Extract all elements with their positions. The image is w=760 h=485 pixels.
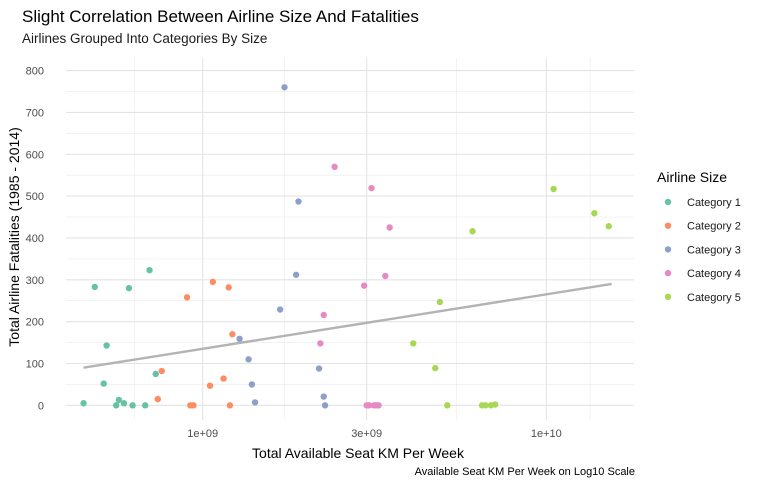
data-point [591, 210, 598, 217]
data-point [436, 298, 444, 306]
y-tick-label: 300 [26, 275, 44, 287]
data-point [154, 395, 161, 403]
data-point [550, 185, 557, 193]
data-point [129, 402, 136, 409]
legend-key [664, 198, 672, 206]
x-tick-label: 1e+09 [187, 428, 218, 440]
data-point [80, 400, 87, 407]
y-tick-label: 800 [26, 66, 44, 78]
data-point [469, 228, 476, 235]
axis-ticks: 0 100 200 300 400 500 600 700 800 1e+09 3e+09 1e+10 [26, 66, 562, 440]
data-point [248, 381, 256, 388]
data-point [432, 364, 439, 372]
data-point [375, 402, 382, 409]
y-tick-label: 100 [26, 359, 44, 371]
data-point [365, 402, 373, 409]
data-point [226, 402, 234, 409]
data-point [315, 365, 323, 372]
legend-label: Category 4 [687, 268, 741, 280]
y-tick-label: 700 [26, 107, 44, 119]
data-point [225, 284, 232, 291]
data-point [152, 370, 159, 378]
legend-key [664, 246, 672, 253]
legend-key [664, 269, 672, 277]
data-point [245, 356, 252, 363]
x-axis-title: Total Available Seat KM Per Week [252, 445, 465, 461]
data-point [183, 294, 191, 301]
data-point [410, 340, 417, 347]
data-point [141, 402, 149, 409]
data-point [220, 375, 227, 382]
data-point [276, 306, 284, 313]
data-point [317, 340, 324, 347]
data-point [482, 402, 489, 409]
data-point [190, 402, 197, 409]
data-point [382, 272, 389, 280]
data-point [251, 399, 259, 406]
data-point [292, 271, 300, 278]
data-point [229, 331, 236, 338]
y-axis-title: Total Airline Fatalities (1985 - 2014) [6, 127, 22, 346]
y-tick-label: 400 [26, 233, 44, 245]
data-point [158, 367, 165, 375]
data-point [103, 342, 110, 349]
data-point [115, 396, 123, 404]
trend-line [83, 282, 612, 369]
y-tick-label: 500 [26, 191, 44, 203]
chart-title: Slight Correlation Between Airline Size … [22, 7, 419, 26]
legend-label: Category 1 [687, 197, 741, 209]
chart-caption: Available Seat KM Per Week on Log10 Scal… [415, 466, 635, 478]
y-tick-label: 0 [38, 400, 44, 412]
x-tick-label: 3e+09 [351, 428, 382, 440]
legend-label: Category 5 [687, 292, 741, 304]
data-point [120, 400, 128, 407]
data-point [491, 401, 499, 408]
data-point [295, 198, 302, 205]
data-points [80, 84, 612, 409]
chart-subtitle: Airlines Grouped Into Categories By Size [22, 31, 267, 46]
data-point [113, 402, 120, 409]
data-point [605, 223, 612, 230]
data-point [386, 224, 393, 231]
legend-label: Category 2 [687, 221, 741, 233]
data-point [320, 311, 327, 319]
grid-lines [66, 58, 634, 420]
data-point [209, 278, 217, 286]
data-point [331, 163, 338, 171]
data-point [320, 393, 327, 400]
data-point [146, 266, 153, 274]
data-point [444, 402, 451, 409]
data-point [100, 380, 107, 387]
legend-key [664, 293, 672, 300]
data-point [281, 84, 288, 91]
data-point [236, 335, 243, 343]
legend-key [664, 222, 672, 229]
data-point [368, 184, 375, 192]
data-point [360, 282, 368, 289]
data-point [321, 402, 329, 409]
x-tick-label: 1e+10 [531, 428, 562, 440]
data-point [91, 283, 98, 291]
legend: Airline Size Category 1 Category 2 Categor… [657, 169, 741, 304]
data-point [206, 382, 214, 389]
data-point [125, 284, 133, 292]
y-tick-label: 200 [26, 317, 44, 329]
y-tick-label: 600 [26, 149, 44, 161]
legend-label: Category 3 [687, 244, 741, 256]
legend-title: Airline Size [657, 169, 727, 185]
